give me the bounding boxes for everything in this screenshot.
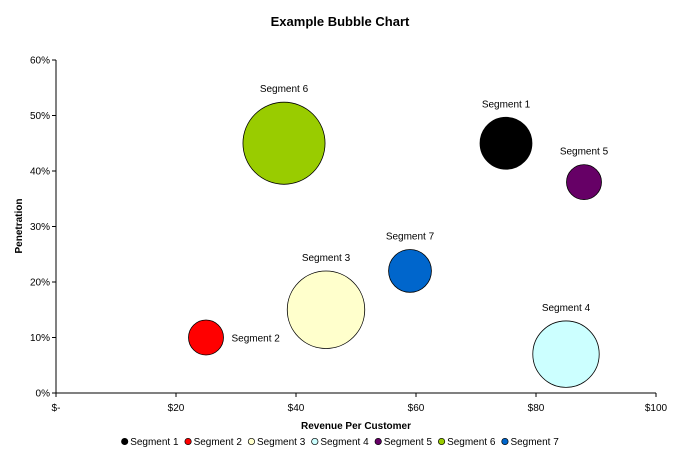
x-tick-label: $- [52, 403, 61, 414]
legend-marker [374, 437, 382, 446]
y-tick-label: 0% [36, 389, 51, 400]
bubble-labels: Segment 1 Segment 2 Segment 3 Segment 4 Segm… [232, 84, 609, 344]
legend-item-label: Segment 4 [320, 437, 369, 448]
x-axis-label: Revenue Per Customer [301, 421, 411, 432]
legend-item-label: Segment 2 [194, 437, 243, 448]
bubble-label: Segment 3 [302, 253, 351, 264]
y-axis-label: Penetration [14, 198, 25, 253]
legend-marker [438, 437, 446, 446]
bubble-segment-2 [188, 319, 224, 356]
bubble-segment-6 [242, 101, 326, 185]
bubble-label: Segment 1 [482, 99, 531, 110]
bubble-label: Segment 4 [542, 303, 591, 314]
x-tick-label: $40 [288, 403, 305, 414]
y-tick-label: 60% [30, 56, 50, 67]
bubble-segment-5 [566, 164, 602, 201]
legend-marker [184, 437, 192, 446]
x-tick-label: $20 [168, 403, 185, 414]
x-tick-label: $60 [408, 403, 425, 414]
x-tick-label: $80 [528, 403, 545, 414]
y-tick-label: 20% [30, 278, 50, 289]
bubble-label: Segment 7 [386, 231, 435, 242]
bubble-label: Segment 5 [560, 147, 609, 158]
legend-marker [121, 437, 129, 446]
legend-marker [247, 437, 255, 446]
legend: Segment 1 Segment 2 Segment 3 Segment 4 Segm… [121, 437, 559, 448]
y-tick-label: 30% [30, 222, 50, 233]
legend-item-label: Segment 1 [130, 437, 179, 448]
legend-item-label: Segment 5 [384, 437, 433, 448]
legend-marker [311, 437, 319, 446]
y-tick-label: 10% [30, 333, 50, 344]
bubble-label: Segment 2 [232, 334, 281, 345]
legend-marker [501, 437, 509, 446]
bubble-segment-3 [286, 270, 366, 349]
legend-item-label: Segment 3 [257, 437, 306, 448]
legend-item-label: Segment 6 [447, 437, 496, 448]
y-tick-label: 40% [30, 167, 50, 178]
chart-title: Example Bubble Chart [271, 14, 410, 29]
bubble-segment-4 [532, 320, 600, 388]
bubble-label: Segment 6 [260, 84, 309, 95]
bubble-segment-7 [388, 249, 432, 293]
x-tick-label: $100 [645, 403, 668, 414]
axes: 0% 10% 20% 30% 40% 50% 60% $- $20 $40 $60 $80 $100 [30, 56, 668, 415]
bubble-segment-1 [479, 116, 533, 170]
bubbles [188, 101, 602, 388]
y-tick-label: 50% [30, 111, 50, 122]
legend-item-label: Segment 7 [510, 437, 559, 448]
